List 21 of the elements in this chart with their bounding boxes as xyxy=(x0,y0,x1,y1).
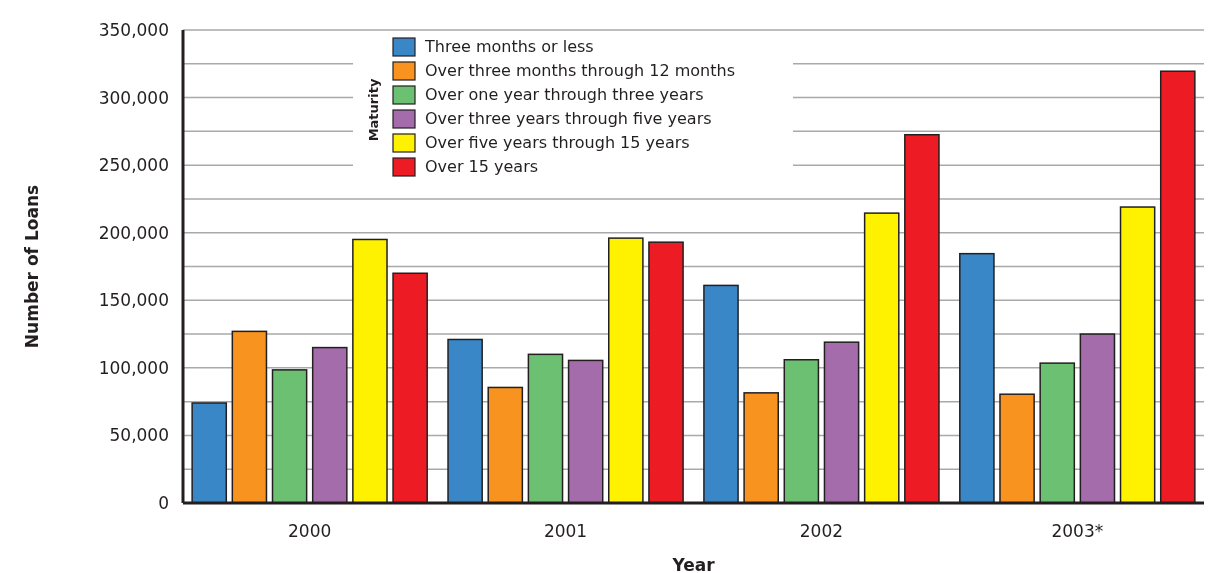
legend-title: Maturity xyxy=(366,78,381,142)
y-tick-label: 0 xyxy=(158,493,169,513)
legend-label: Over three years through five years xyxy=(425,109,712,128)
x-tick-label: 2000 xyxy=(288,521,332,541)
legend-label: Over five years through 15 years xyxy=(425,133,690,152)
x-axis-title: Year xyxy=(671,555,716,573)
y-tick-label: 300,000 xyxy=(98,87,169,108)
y-tick-label: 100,000 xyxy=(98,357,169,378)
legend-label: Three months or less xyxy=(424,37,594,56)
legend-label: Over one year through three years xyxy=(425,85,704,104)
y-tick-label: 50,000 xyxy=(109,425,169,446)
legend-label: Over 15 years xyxy=(425,157,539,176)
y-tick-label: 150,000 xyxy=(98,290,169,311)
x-tick-label: 2002 xyxy=(799,521,844,541)
x-tick-label: 2003* xyxy=(1051,521,1104,541)
legend-label: Over three months through 12 months xyxy=(425,61,735,80)
x-tick-label: 2001 xyxy=(543,521,588,541)
y-tick-label: 200,000 xyxy=(98,222,169,243)
y-tick-label: 350,000 xyxy=(98,20,169,40)
y-axis-title: Number of Loans xyxy=(22,184,42,349)
y-tick-label: 250,000 xyxy=(98,155,169,176)
